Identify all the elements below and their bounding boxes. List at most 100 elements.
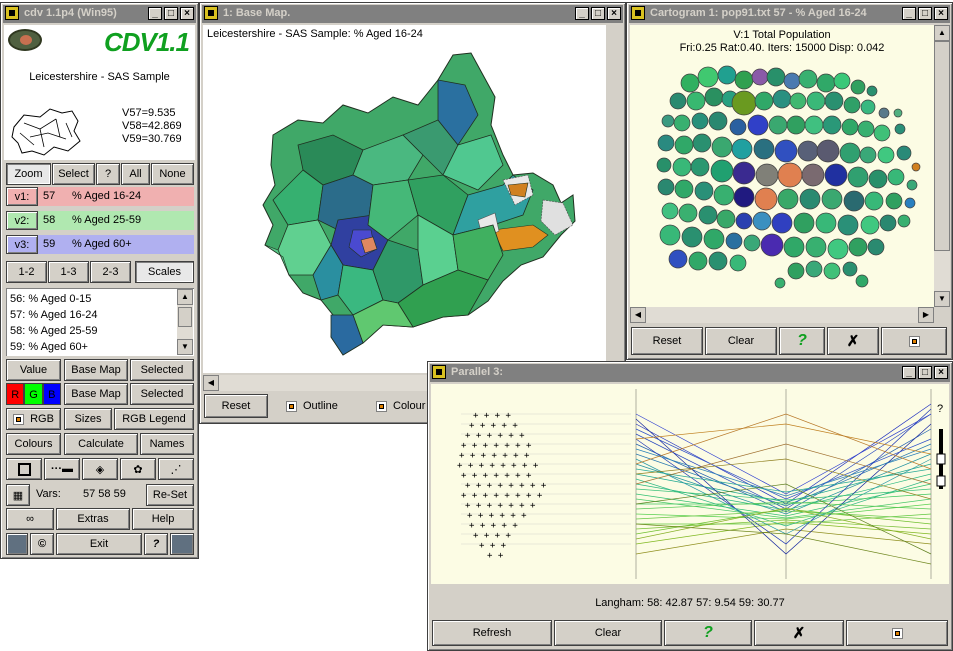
globe-right-icon[interactable]: [170, 533, 194, 555]
parallel-help-icon[interactable]: ?: [664, 620, 752, 646]
all-button[interactable]: All: [121, 163, 150, 185]
list-item[interactable]: 57: % Aged 16-24: [10, 309, 98, 321]
parallel-check-toggle[interactable]: [846, 620, 948, 646]
scroll-up-arrow[interactable]: ▲: [934, 25, 950, 41]
rgb-red-swatch[interactable]: R: [6, 383, 25, 405]
list-item[interactable]: 59: % Aged 60+: [10, 341, 88, 353]
basemap-reset-button[interactable]: Reset: [204, 394, 268, 418]
basemap-canvas[interactable]: Leicestershire - SAS Sample: % Aged 16-2…: [203, 25, 606, 373]
parallel-checkbox[interactable]: [891, 627, 903, 639]
close-button[interactable]: ×: [607, 7, 621, 20]
names-button[interactable]: Names: [140, 433, 194, 455]
mode-help-button[interactable]: ?: [96, 163, 120, 185]
colour-checkbox[interactable]: [376, 400, 387, 412]
v2-tag[interactable]: v2:: [6, 211, 38, 230]
palette-tool-icon[interactable]: ✿: [120, 458, 156, 480]
maximize-button[interactable]: □: [918, 366, 932, 379]
basemap-button[interactable]: Base Map: [64, 359, 128, 381]
rgb-swatches[interactable]: R G B: [6, 383, 61, 405]
outline-toggle[interactable]: Outline: [286, 400, 338, 412]
cartogram-clear-button[interactable]: Clear: [705, 327, 777, 355]
colours-button[interactable]: Colours: [6, 433, 61, 455]
scroll-left-arrow[interactable]: ◀: [630, 307, 646, 323]
rgb-checkbox[interactable]: [13, 413, 25, 425]
cartogram-check-toggle[interactable]: [881, 327, 947, 355]
scroll-down-arrow[interactable]: ▼: [177, 339, 193, 355]
pair-1-2-button[interactable]: 1-2: [6, 261, 47, 283]
basemap-button-2[interactable]: Base Map: [64, 383, 128, 405]
value-button[interactable]: Value: [6, 359, 61, 381]
variable-list[interactable]: 56: % Aged 0-15 57: % Aged 16-24 58: % A…: [6, 288, 194, 356]
colour-toggle[interactable]: Colour: [376, 400, 425, 412]
var-row-v2[interactable]: v2: 58 % Aged 25-59: [6, 211, 194, 230]
scroll-right-arrow[interactable]: ▶: [918, 307, 934, 323]
scales-button[interactable]: Scales: [135, 261, 194, 283]
scroll-up-arrow[interactable]: ▲: [177, 289, 193, 305]
list-item[interactable]: 56: % Aged 0-15: [10, 293, 92, 305]
scroll-thumb[interactable]: [934, 41, 950, 251]
var-row-v3[interactable]: v3: 59 % Aged 60+: [6, 235, 194, 254]
parallel-clear-button[interactable]: Clear: [554, 620, 662, 646]
minimize-button[interactable]: _: [575, 7, 589, 20]
minimize-button[interactable]: _: [902, 7, 916, 20]
close-button[interactable]: ×: [934, 7, 948, 20]
extras-button[interactable]: Extras: [56, 508, 130, 530]
square-tool-icon[interactable]: [6, 458, 42, 480]
cartogram-hscroll[interactable]: ◀ ▶: [630, 307, 934, 323]
cartogram-reset-button[interactable]: Reset: [631, 327, 703, 355]
refresh-button[interactable]: Refresh: [432, 620, 552, 646]
histogram-tool-icon[interactable]: ▦: [6, 484, 30, 506]
scroll-down-arrow[interactable]: ▼: [934, 291, 950, 307]
basemap-vscroll[interactable]: [606, 25, 622, 373]
maximize-button[interactable]: □: [591, 7, 605, 20]
eraser-tool-icon[interactable]: ◈: [82, 458, 118, 480]
exit-button[interactable]: Exit: [56, 533, 142, 555]
scroll-left-arrow[interactable]: ◀: [203, 375, 219, 391]
parallel-titlebar[interactable]: Parallel 3: _ □ ×: [430, 364, 950, 382]
reset-vars-button[interactable]: Re-Set: [146, 484, 194, 506]
select-button[interactable]: Select: [52, 163, 95, 185]
pair-1-3-button[interactable]: 1-3: [48, 261, 89, 283]
cartogram-canvas[interactable]: V:1 Total Population Fri:0.25 Rat:0.40. …: [630, 25, 934, 307]
close-button[interactable]: ×: [180, 7, 194, 20]
cartogram-vscroll[interactable]: ▲ ▼: [934, 25, 950, 307]
rgb-blue-swatch[interactable]: B: [42, 383, 61, 405]
cartogram-cross-icon[interactable]: ✗: [827, 327, 879, 355]
selected-button[interactable]: Selected: [130, 359, 194, 381]
none-button[interactable]: None: [151, 163, 194, 185]
rgb-toggle[interactable]: RGB: [6, 408, 61, 430]
dotted-line-tool-icon[interactable]: ···▬: [44, 458, 80, 480]
rgb-legend-button[interactable]: RGB Legend: [114, 408, 194, 430]
scroll-thumb[interactable]: [178, 307, 192, 327]
globe-left-icon[interactable]: [6, 533, 28, 555]
basemap-titlebar[interactable]: 1: Base Map. _ □ ×: [202, 5, 623, 23]
calculate-button[interactable]: Calculate: [64, 433, 138, 455]
cartogram-checkbox[interactable]: [908, 335, 920, 347]
minimize-button[interactable]: _: [148, 7, 162, 20]
leicestershire-map[interactable]: [203, 25, 606, 373]
v3-tag[interactable]: v3:: [6, 235, 38, 254]
maximize-button[interactable]: □: [164, 7, 178, 20]
parallel-cross-icon[interactable]: ✗: [754, 620, 844, 646]
sizes-button[interactable]: Sizes: [64, 408, 112, 430]
help-glyph-button[interactable]: ?: [144, 533, 168, 555]
list-item[interactable]: 58: % Aged 25-59: [10, 325, 98, 337]
maximize-button[interactable]: □: [918, 7, 932, 20]
pair-2-3-button[interactable]: 2-3: [90, 261, 131, 283]
v1-tag[interactable]: v1:: [6, 187, 38, 206]
parallel-plot[interactable]: + + + ++ + + + + + + + + + ++ + + + + + …: [431, 384, 949, 584]
scatter-tool-icon[interactable]: ⋰: [158, 458, 194, 480]
list-scrollbar[interactable]: ▲ ▼: [177, 289, 193, 355]
close-button[interactable]: ×: [934, 366, 948, 379]
rgb-green-swatch[interactable]: G: [24, 383, 43, 405]
cartogram-help-icon[interactable]: ?: [779, 327, 825, 355]
help-button[interactable]: Help: [132, 508, 194, 530]
cartogram-titlebar[interactable]: Cartogram 1: pop91.txt 57 - % Aged 16-24…: [629, 5, 950, 23]
parallel-canvas[interactable]: + + + + + + + + + + + + + + + + + + + + + …: [431, 384, 949, 584]
outline-checkbox[interactable]: [286, 400, 297, 412]
glasses-icon[interactable]: ∞: [6, 508, 54, 530]
selected-button-2[interactable]: Selected: [130, 383, 194, 405]
cartogram-circles[interactable]: [630, 25, 934, 307]
var-row-v1[interactable]: v1: 57 % Aged 16-24: [6, 187, 194, 206]
copyright-button[interactable]: ©: [30, 533, 54, 555]
